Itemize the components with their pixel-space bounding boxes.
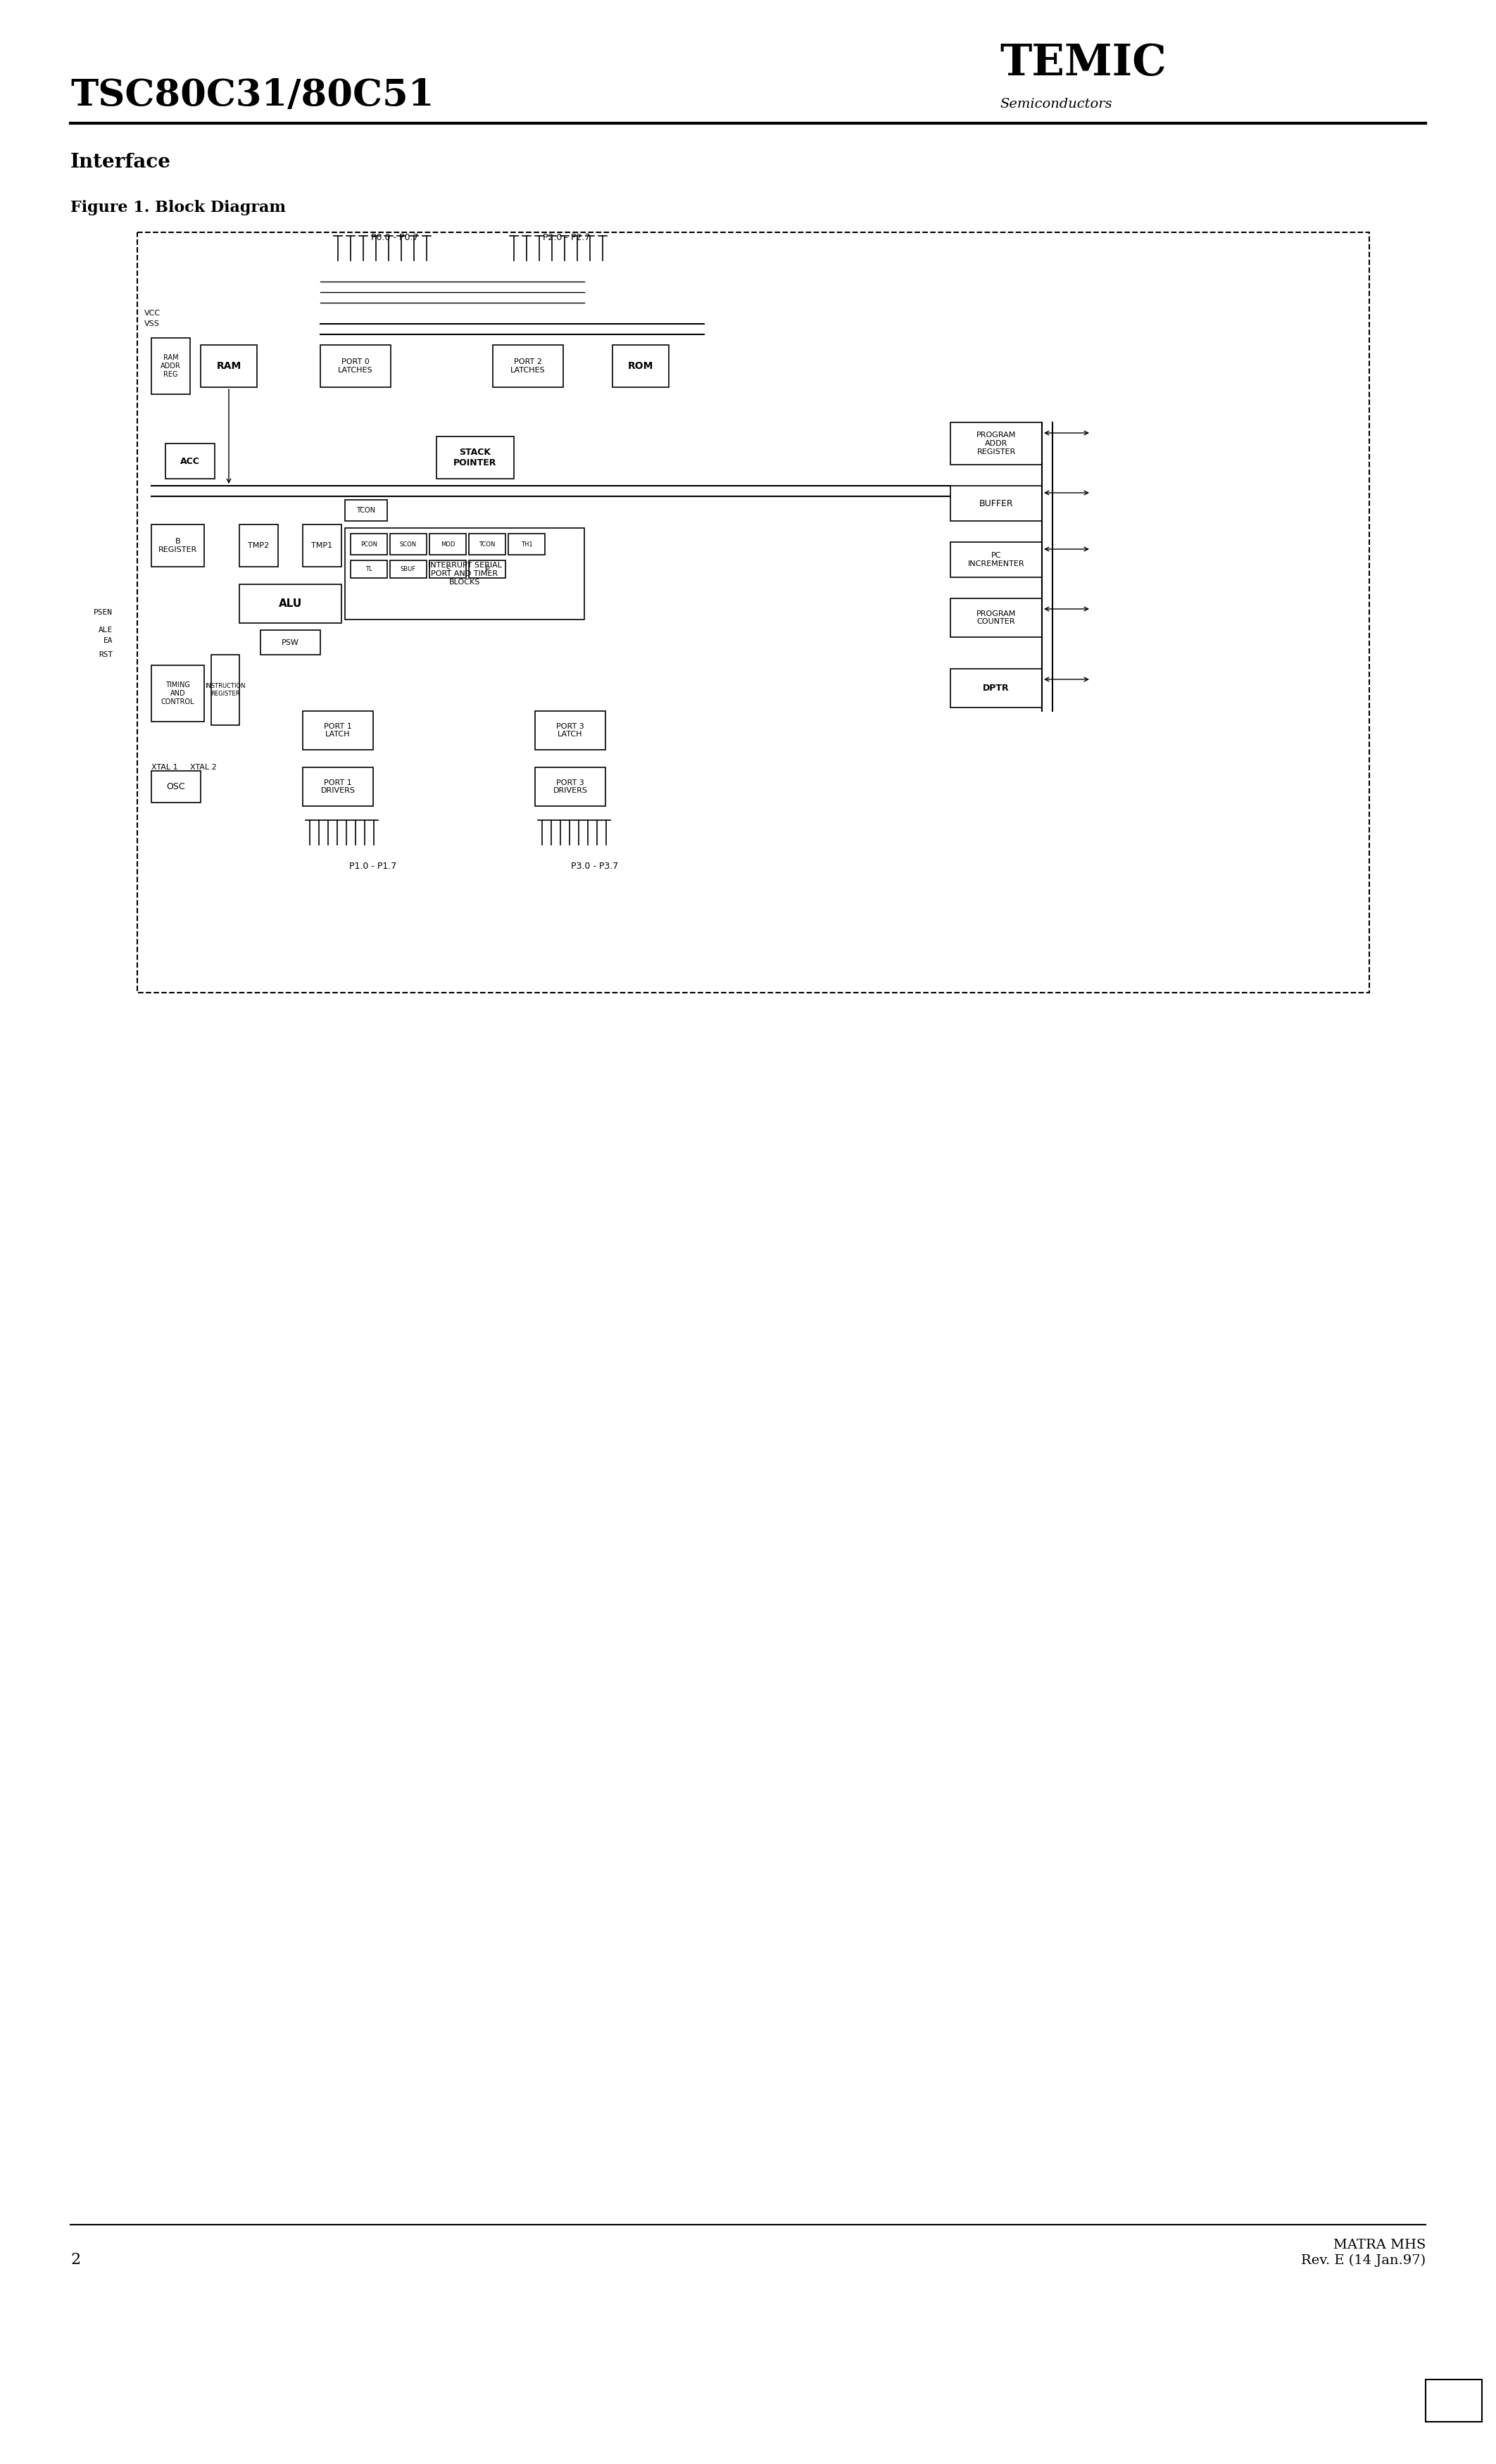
Bar [950,668,1041,707]
Bar [536,712,606,749]
Text: TMP2: TMP2 [248,542,269,549]
Bar [302,712,373,749]
Text: XTAL 1: XTAL 1 [151,764,178,771]
Bar [151,665,203,722]
Text: PSEN: PSEN [94,609,112,616]
Text: MOD: MOD [441,542,455,547]
Text: TMP1: TMP1 [311,542,332,549]
Bar [151,338,190,394]
Text: TH1: TH1 [521,542,533,547]
Text: P2.0 - P2.7: P2.0 - P2.7 [543,232,591,241]
Bar [151,525,203,567]
Text: B
REGISTER: B REGISTER [159,537,197,554]
Text: PCON: PCON [361,542,377,547]
Text: ALU: ALU [278,599,302,609]
Text: P1.0 - P1.7: P1.0 - P1.7 [350,862,396,870]
Bar [350,535,387,554]
Bar [200,345,257,387]
Bar [350,559,387,579]
Bar [612,345,669,387]
Text: INSTRUCTION
REGISTER: INSTRUCTION REGISTER [205,683,245,697]
Text: P0.0 - P0.7: P0.0 - P0.7 [371,232,419,241]
Bar [151,771,200,803]
Text: S: S [446,567,450,572]
Bar [468,535,506,554]
Bar [429,535,467,554]
Text: PROGRAM
COUNTER: PROGRAM COUNTER [977,611,1016,626]
Text: Figure 1. Block Diagram: Figure 1. Block Diagram [70,200,286,214]
Bar [1426,2380,1483,2422]
Bar [346,500,387,520]
Text: ACC: ACC [181,456,200,466]
Bar [437,436,515,478]
Text: PORT 3
DRIVERS: PORT 3 DRIVERS [554,779,588,793]
Text: P3.0 - P3.7: P3.0 - P3.7 [571,862,618,870]
Bar [138,232,1369,993]
Text: PORT 0
LATCHES: PORT 0 LATCHES [338,357,373,375]
Text: STACK
POINTER: STACK POINTER [453,448,497,468]
Bar [166,444,215,478]
Bar [320,345,390,387]
Text: OSC: OSC [166,781,186,791]
Text: EA: EA [103,638,112,643]
Text: IP: IP [485,567,489,572]
Bar [302,525,341,567]
Bar [239,525,278,567]
Bar [346,527,585,618]
Text: RAM
ADDR
REG: RAM ADDR REG [160,355,181,377]
Text: PORT 2
LATCHES: PORT 2 LATCHES [510,357,546,375]
Text: PORT 1
LATCH: PORT 1 LATCH [325,722,352,739]
Text: MATRA MHS
Rev. E (14 Jan.97): MATRA MHS Rev. E (14 Jan.97) [1302,2240,1426,2267]
Text: TIMING
AND
CONTROL: TIMING AND CONTROL [162,683,194,705]
Text: INTERRUPT SERIAL
PORT AND TIMER
BLOCKS: INTERRUPT SERIAL PORT AND TIMER BLOCKS [428,562,501,586]
Text: ROM: ROM [628,362,654,372]
Text: Interface: Interface [70,153,171,172]
Text: RST: RST [99,650,112,658]
Text: PROGRAM
ADDR
REGISTER: PROGRAM ADDR REGISTER [977,431,1016,456]
Text: 2: 2 [70,2252,81,2267]
Text: SBUF: SBUF [401,567,416,572]
Text: DPTR: DPTR [983,683,1010,692]
Text: TCON: TCON [479,542,495,547]
Text: TL: TL [365,567,373,572]
Bar [468,559,506,579]
Text: TCON: TCON [356,508,375,515]
Text: RAM: RAM [217,362,241,372]
Text: XTAL 2: XTAL 2 [190,764,217,771]
Bar [211,655,239,724]
Bar [950,421,1041,466]
Text: Semiconductors: Semiconductors [999,99,1112,111]
Text: TEMIC: TEMIC [999,42,1167,84]
Text: TSC80C31/80C51: TSC80C31/80C51 [70,76,434,113]
Bar [536,766,606,806]
Text: PSW: PSW [281,638,299,646]
Text: VCC: VCC [144,310,160,318]
Text: PORT 3
LATCH: PORT 3 LATCH [557,722,585,739]
Bar [239,584,341,623]
Bar [950,485,1041,520]
Bar [302,766,373,806]
Bar [509,535,545,554]
Bar [260,631,320,655]
Bar [429,559,467,579]
Text: BUFFER: BUFFER [978,498,1013,508]
Text: ALE: ALE [99,626,112,633]
Bar [390,559,426,579]
Text: VSS: VSS [144,320,160,328]
Text: PC
INCREMENTER: PC INCREMENTER [968,552,1025,567]
Bar [950,542,1041,577]
Bar [390,535,426,554]
Text: SCON: SCON [399,542,417,547]
Bar [492,345,562,387]
Bar [950,599,1041,638]
Text: PORT 1
DRIVERS: PORT 1 DRIVERS [320,779,355,793]
